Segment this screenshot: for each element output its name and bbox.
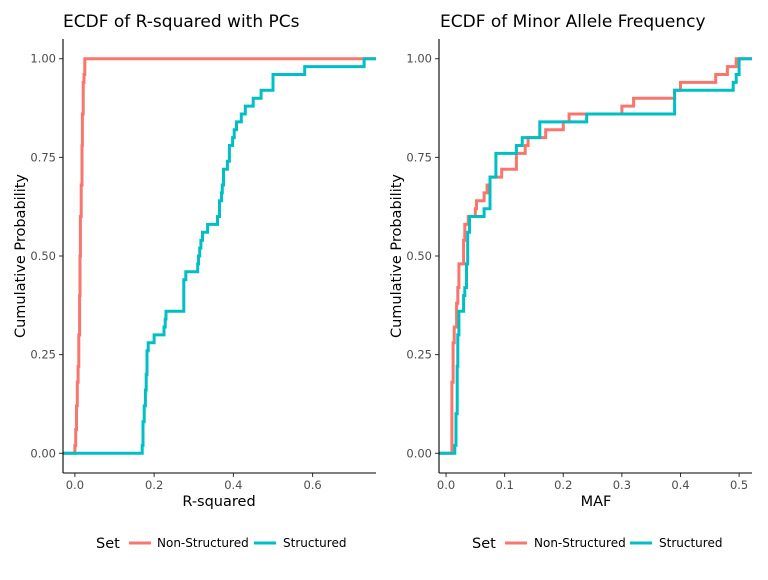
x-tick-label: 0.0 [437, 478, 455, 492]
legend: Set Non-Structured Structured [96, 536, 346, 552]
series-line-structured [63, 57, 376, 455]
x-tick-label: 0.2 [145, 478, 163, 492]
x-tick-label: 0.4 [224, 478, 242, 492]
legend-title: Set [472, 536, 496, 552]
panel-title: ECDF of R-squared with PCs [63, 12, 300, 32]
legend-title: Set [96, 536, 120, 552]
y-tick-label: 0.50 [30, 249, 56, 263]
y-tick-label: 0.75 [406, 150, 432, 164]
legend-label-non-structured: Non-Structured [534, 536, 626, 550]
x-axis-title: MAF [581, 494, 612, 510]
panel-r-squared: ECDF of R-squared with PCs Cumulative Pr… [13, 12, 376, 510]
y-tick-label: 0.00 [30, 446, 56, 460]
legend-label-non-structured: Non-Structured [157, 536, 249, 550]
legend-label-structured: Structured [283, 536, 346, 550]
panel-title: ECDF of Minor Allele Frequency [440, 12, 706, 32]
x-axis-title: R-squared [182, 494, 255, 510]
y-tick-label: 0.50 [406, 249, 432, 263]
series-line-structured [439, 57, 752, 455]
x-tick-label: 0.0 [66, 478, 84, 492]
y-tick-label: 1.00 [30, 52, 56, 66]
x-tick-label: 0.3 [613, 478, 631, 492]
y-tick-label: 0.25 [30, 348, 56, 362]
y-axis-title: Cumulative Probability [13, 174, 29, 338]
series-line-non-structured [63, 57, 376, 455]
series-layer [63, 57, 376, 455]
y-tick-label: 0.75 [30, 150, 56, 164]
legend: Set Non-Structured Structured [472, 536, 722, 552]
x-tick-label: 0.2 [554, 478, 572, 492]
y-tick-label: 0.00 [406, 446, 432, 460]
panel-maf: ECDF of Minor Allele Frequency Cumulativ… [389, 12, 752, 510]
x-tick-label: 0.4 [671, 478, 689, 492]
tick-layer: 0.00 0.25 0.50 0.75 1.00 0.0 0.1 0.2 0.3 0.4 0.5 [406, 52, 748, 492]
x-tick-label: 0.5 [730, 478, 748, 492]
x-tick-label: 0.6 [303, 478, 321, 492]
series-layer [439, 57, 752, 455]
y-axis-title: Cumulative Probability [389, 174, 405, 338]
x-tick-label: 0.1 [495, 478, 513, 492]
legend-label-structured: Structured [659, 536, 722, 550]
y-tick-label: 1.00 [406, 52, 432, 66]
tick-layer: 0.00 0.25 0.50 0.75 1.00 0.0 0.2 0.4 0.6 [30, 52, 321, 492]
y-tick-label: 0.25 [406, 348, 432, 362]
